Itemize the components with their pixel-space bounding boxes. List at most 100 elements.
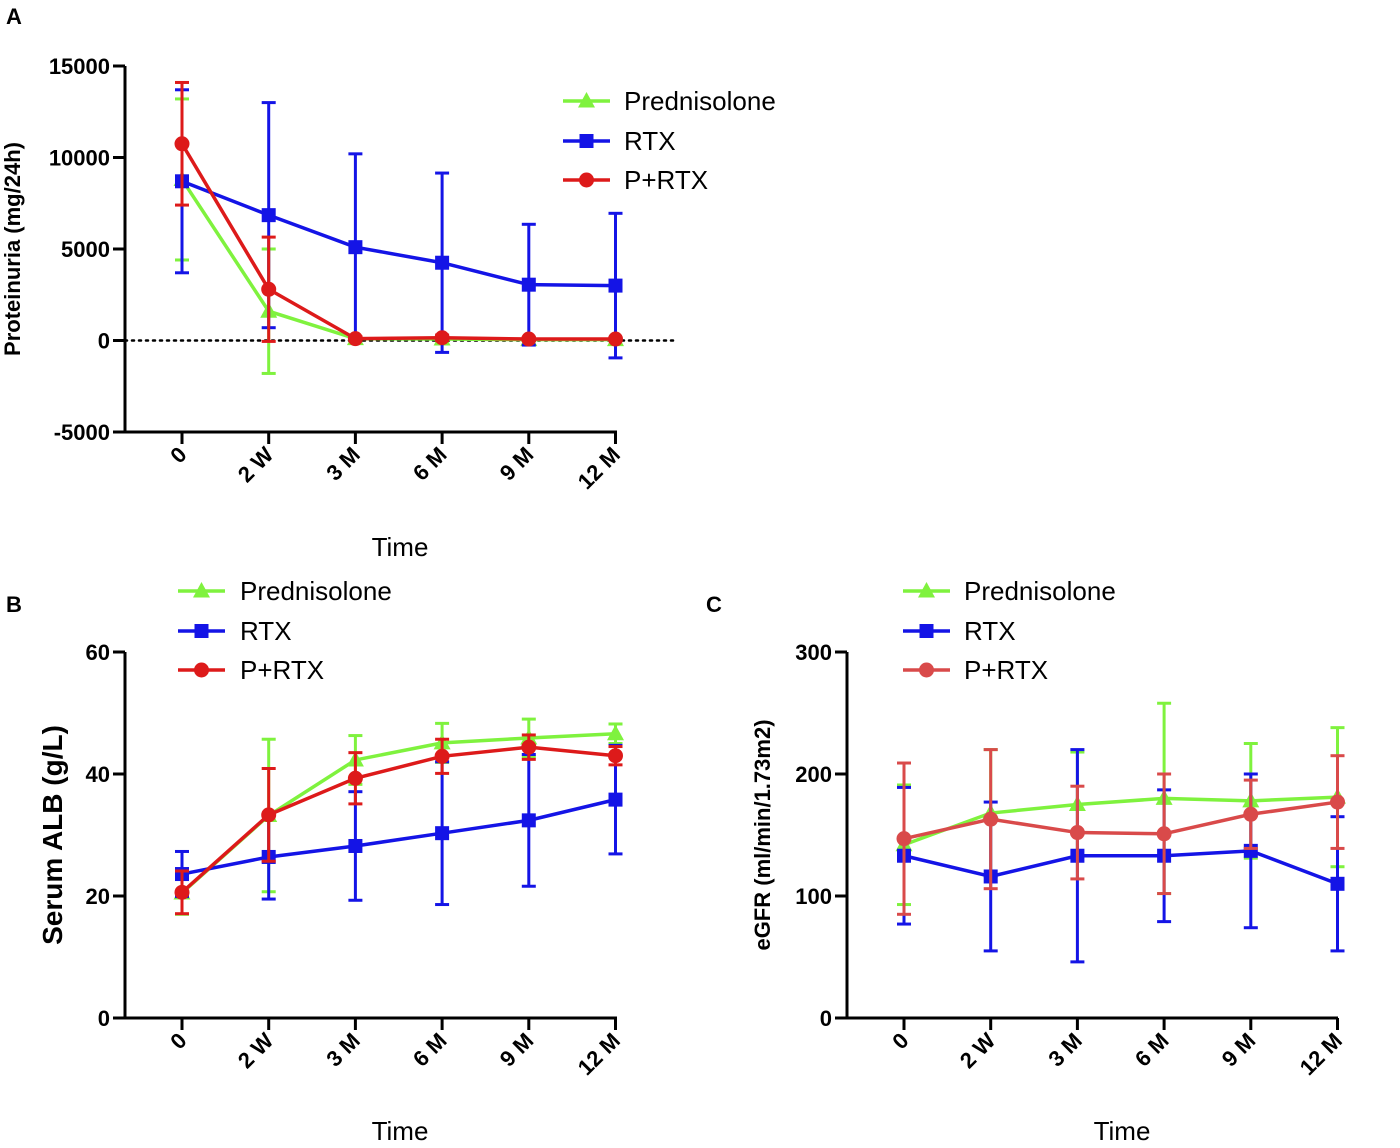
data-point [435,826,450,841]
y-tick-label: 20 [86,884,110,909]
data-point [1156,826,1172,842]
legend-label: RTX [624,126,676,156]
legend: Prednisolone RTX P+RTX [563,86,776,195]
legend-label: P+RTX [624,165,708,195]
legend-marker-triangle-icon [918,582,935,598]
x-axis-title: Time [372,532,429,562]
y-tick-label: 15000 [49,54,110,79]
panel-letter-a: A [6,4,22,29]
data-point [1330,876,1345,891]
data-point [261,281,277,297]
legend-marker-triangle-icon [578,92,595,108]
data-point [521,739,537,755]
series-prednisolone [895,701,1346,907]
data-point [607,724,624,741]
legend-label: Prednisolone [624,86,776,116]
panel-letter-c: C [706,592,722,617]
series-line [903,849,1339,886]
data-point [1330,794,1345,810]
series-line [903,795,1338,847]
y-axis-title: Proteinuria (mg/24h) [0,142,25,356]
data-point [347,331,363,347]
y-tick-label: 10000 [49,146,110,171]
legend-label: P+RTX [240,655,324,685]
series-line [181,797,616,876]
data-point [1069,825,1085,841]
x-tick-label: 9 M [495,442,539,486]
legend-item: Prednisolone [563,86,776,116]
series-line [180,178,616,342]
legend-item: RTX [563,126,676,156]
y-tick-label: 60 [86,640,110,665]
x-tick-label: 9 M [495,1028,539,1072]
legend-item: P+RTX [178,655,324,685]
x-tick-label: 3 M [1043,1028,1087,1072]
data-point [174,136,190,152]
legend-item: Prednisolone [903,576,1116,606]
series-p-rtx [896,748,1345,916]
y-tick-label: 300 [795,640,832,665]
y-tick-label: 5000 [61,237,110,262]
legend-item: P+RTX [563,165,708,195]
legend-item: P+RTX [903,655,1048,685]
legend-marker-triangle-icon [193,582,210,598]
data-point [521,277,536,292]
y-tick-label: -5000 [54,420,110,445]
chart-panel-b: 0 20 40 60 0 2 W 3 M 6 M 9 M 12 M Serum ALB (g/L) T… [37,576,625,1146]
x-tick-label: 2 W [233,442,279,488]
y-axis-title: eGFR (ml/min/1.73m2) [750,719,775,950]
data-point [435,255,450,270]
series-line [180,745,616,894]
data-point [348,240,363,255]
legend-marker-square-icon [194,624,209,638]
series-line [180,731,616,895]
series-rtx [175,743,623,907]
legend-label: P+RTX [964,655,1048,685]
legend-label: RTX [240,616,292,646]
legend: Prednisolone RTX P+RTX [903,576,1116,685]
data-point [348,838,363,853]
series-line [903,800,1338,841]
series-p-rtx [174,80,623,347]
x-tick-label: 0 [165,442,191,468]
data-point [261,807,277,823]
legend-marker-circle-icon [579,172,594,188]
legend-marker-square-icon [579,134,594,148]
series-line [181,179,616,288]
legend-item: RTX [178,616,292,646]
legend-label: Prednisolone [240,576,392,606]
x-tick-label: 12 M [573,1028,625,1080]
x-tick-label: 12 M [573,442,625,494]
chart-panel-a: -5000 0 5000 10000 15000 0 2 W 3 M 6 M 9 M 12 M Pro… [0,54,776,562]
x-tick-label: 6 M [408,442,452,486]
data-point [174,884,190,900]
y-tick-label: 0 [820,1006,832,1031]
x-tick-label: 6 M [1130,1028,1174,1072]
data-point [608,792,623,807]
y-tick-label: 200 [795,762,832,787]
data-point [347,770,363,786]
y-tick-label: 0 [98,329,110,354]
data-point [608,278,623,293]
data-point [261,208,276,223]
series-rtx [175,88,623,360]
legend-marker-circle-icon [919,662,934,678]
x-tick-label: 0 [887,1028,913,1054]
data-point [521,331,537,347]
legend-item: RTX [903,616,1016,646]
x-tick-label: 2 W [233,1028,279,1074]
legend-item: Prednisolone [178,576,392,606]
legend-marker-square-icon [919,624,934,638]
x-tick-label: 9 M [1217,1028,1261,1072]
legend-marker-circle-icon [194,662,209,678]
panel-letter-b: B [6,592,22,617]
x-tick-label: 0 [165,1028,191,1054]
data-point [896,831,912,847]
data-point [1243,806,1259,822]
y-tick-label: 0 [98,1006,110,1031]
data-point [608,331,623,347]
y-tick-label: 40 [86,762,110,787]
data-point [434,330,450,346]
data-point [521,813,536,828]
